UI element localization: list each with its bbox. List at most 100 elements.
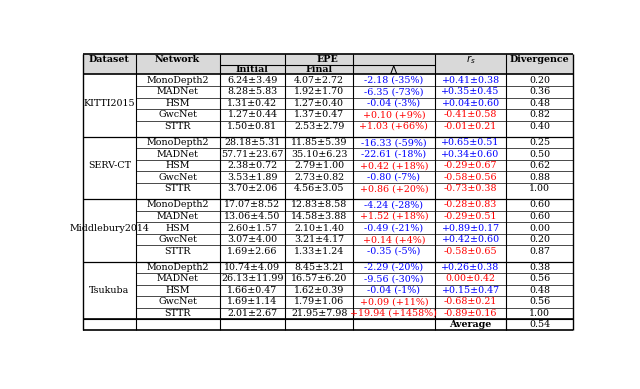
Text: 4.56±3.05: 4.56±3.05 — [294, 184, 344, 193]
Text: -2.18 (-35%): -2.18 (-35%) — [364, 76, 424, 85]
Text: 3.07±4.00: 3.07±4.00 — [227, 235, 278, 244]
Text: 1.50±0.81: 1.50±0.81 — [227, 122, 278, 131]
Text: MADNet: MADNet — [157, 212, 198, 221]
Text: MonoDepth2: MonoDepth2 — [147, 138, 209, 147]
Text: -0.68±0.21: -0.68±0.21 — [444, 298, 497, 307]
Text: 0.56: 0.56 — [529, 298, 550, 307]
Text: MADNet: MADNet — [157, 150, 198, 159]
Text: 2.79±1.00: 2.79±1.00 — [294, 161, 344, 170]
Text: 21.95±7.98: 21.95±7.98 — [291, 309, 348, 318]
Text: 3.70±2.06: 3.70±2.06 — [227, 184, 278, 193]
Text: KITTI2015: KITTI2015 — [84, 99, 135, 108]
Text: +0.15±0.47: +0.15±0.47 — [442, 286, 500, 295]
Text: 17.07±8.52: 17.07±8.52 — [225, 200, 280, 209]
Text: -0.35 (-5%): -0.35 (-5%) — [367, 247, 420, 256]
Text: EPE: EPE — [316, 55, 338, 64]
Text: 1.00: 1.00 — [529, 184, 550, 193]
Text: SERV-CT: SERV-CT — [88, 161, 131, 170]
Text: +0.65±0.51: +0.65±0.51 — [442, 138, 500, 147]
Text: 1.27±0.40: 1.27±0.40 — [294, 99, 344, 108]
Text: 0.60: 0.60 — [529, 212, 550, 221]
Text: -4.24 (-28%): -4.24 (-28%) — [364, 200, 424, 209]
Text: 2.10±1.40: 2.10±1.40 — [294, 224, 344, 233]
Text: +0.14 (+4%): +0.14 (+4%) — [363, 235, 425, 244]
Text: +0.04±0.60: +0.04±0.60 — [442, 99, 500, 108]
Text: GwcNet: GwcNet — [158, 173, 197, 182]
Text: 1.00: 1.00 — [529, 309, 550, 318]
Text: 14.58±3.88: 14.58±3.88 — [291, 212, 348, 221]
Text: 1.27±0.44: 1.27±0.44 — [227, 110, 277, 119]
Text: 12.83±8.58: 12.83±8.58 — [291, 200, 348, 209]
Text: -2.29 (-20%): -2.29 (-20%) — [364, 263, 424, 272]
Text: 0.54: 0.54 — [529, 320, 550, 329]
Text: +0.09 (+11%): +0.09 (+11%) — [360, 298, 428, 307]
Text: 0.48: 0.48 — [529, 99, 550, 108]
Text: Dataset: Dataset — [89, 55, 130, 64]
Text: 8.28±5.83: 8.28±5.83 — [227, 87, 278, 96]
Text: GwcNet: GwcNet — [158, 110, 197, 119]
Text: +0.86 (+20%): +0.86 (+20%) — [360, 184, 428, 193]
Text: 8.45±3.21: 8.45±3.21 — [294, 263, 344, 272]
Text: 1.69±1.14: 1.69±1.14 — [227, 298, 278, 307]
Text: 0.00: 0.00 — [529, 224, 550, 233]
Text: 1.33±1.24: 1.33±1.24 — [294, 247, 344, 256]
Text: -0.89±0.16: -0.89±0.16 — [444, 309, 497, 318]
Text: -0.73±0.38: -0.73±0.38 — [444, 184, 497, 193]
Text: -16.33 (-59%): -16.33 (-59%) — [361, 138, 427, 147]
Text: Initial: Initial — [236, 65, 269, 74]
Text: Network: Network — [155, 55, 200, 64]
Text: MonoDepth2: MonoDepth2 — [147, 76, 209, 85]
Text: STTR: STTR — [164, 184, 191, 193]
Text: +1.03 (+66%): +1.03 (+66%) — [360, 122, 428, 131]
Text: 0.60: 0.60 — [529, 200, 550, 209]
Text: +0.42±0.60: +0.42±0.60 — [442, 235, 500, 244]
Text: +0.41±0.38: +0.41±0.38 — [442, 76, 500, 85]
Text: -0.29±0.51: -0.29±0.51 — [444, 212, 497, 221]
Text: 0.50: 0.50 — [529, 150, 550, 159]
Text: -0.58±0.65: -0.58±0.65 — [444, 247, 497, 256]
Text: -0.58±0.56: -0.58±0.56 — [444, 173, 497, 182]
Text: +0.10 (+9%): +0.10 (+9%) — [363, 110, 425, 119]
Text: Divergence: Divergence — [510, 55, 570, 64]
Text: 0.88: 0.88 — [529, 173, 550, 182]
Text: HSM: HSM — [165, 224, 190, 233]
Text: $\Delta$: $\Delta$ — [389, 64, 399, 76]
Text: 0.48: 0.48 — [529, 286, 550, 295]
Text: -0.28±0.83: -0.28±0.83 — [444, 200, 497, 209]
Text: STTR: STTR — [164, 309, 191, 318]
Text: HSM: HSM — [165, 99, 190, 108]
Text: -0.49 (-21%): -0.49 (-21%) — [364, 224, 424, 233]
Text: 2.01±2.67: 2.01±2.67 — [227, 309, 278, 318]
Text: -22.61 (-18%): -22.61 (-18%) — [362, 150, 426, 159]
Text: GwcNet: GwcNet — [158, 298, 197, 307]
Text: 35.10±6.23: 35.10±6.23 — [291, 150, 348, 159]
Text: 2.53±2.79: 2.53±2.79 — [294, 122, 344, 131]
Text: 0.56: 0.56 — [529, 274, 550, 283]
Text: -0.41±0.58: -0.41±0.58 — [444, 110, 497, 119]
Text: 2.38±0.72: 2.38±0.72 — [227, 161, 278, 170]
Text: 6.24±3.49: 6.24±3.49 — [227, 76, 278, 85]
Text: 0.87: 0.87 — [529, 247, 550, 256]
Text: HSM: HSM — [165, 161, 190, 170]
Text: +0.26±0.38: +0.26±0.38 — [442, 263, 500, 272]
Text: 2.60±1.57: 2.60±1.57 — [227, 224, 278, 233]
Text: 0.40: 0.40 — [529, 122, 550, 131]
Text: 26.13±11.99: 26.13±11.99 — [221, 274, 284, 283]
Text: 0.62: 0.62 — [529, 161, 550, 170]
Text: Final: Final — [305, 65, 333, 74]
Text: 0.00±0.42: 0.00±0.42 — [445, 274, 495, 283]
Text: 1.31±0.42: 1.31±0.42 — [227, 99, 278, 108]
Text: 28.18±5.31: 28.18±5.31 — [224, 138, 280, 147]
Text: 0.25: 0.25 — [529, 138, 550, 147]
Text: STTR: STTR — [164, 122, 191, 131]
Text: 1.37±0.47: 1.37±0.47 — [294, 110, 344, 119]
Text: -0.80 (-7%): -0.80 (-7%) — [367, 173, 420, 182]
Text: 3.21±4.17: 3.21±4.17 — [294, 235, 344, 244]
Text: 11.85±5.39: 11.85±5.39 — [291, 138, 348, 147]
Text: HSM: HSM — [165, 286, 190, 295]
Text: -0.04 (-3%): -0.04 (-3%) — [367, 99, 420, 108]
Text: 0.36: 0.36 — [529, 87, 550, 96]
Text: -0.29±0.67: -0.29±0.67 — [444, 161, 497, 170]
Text: +0.34±0.60: +0.34±0.60 — [442, 150, 500, 159]
Text: -0.04 (-1%): -0.04 (-1%) — [367, 286, 420, 295]
